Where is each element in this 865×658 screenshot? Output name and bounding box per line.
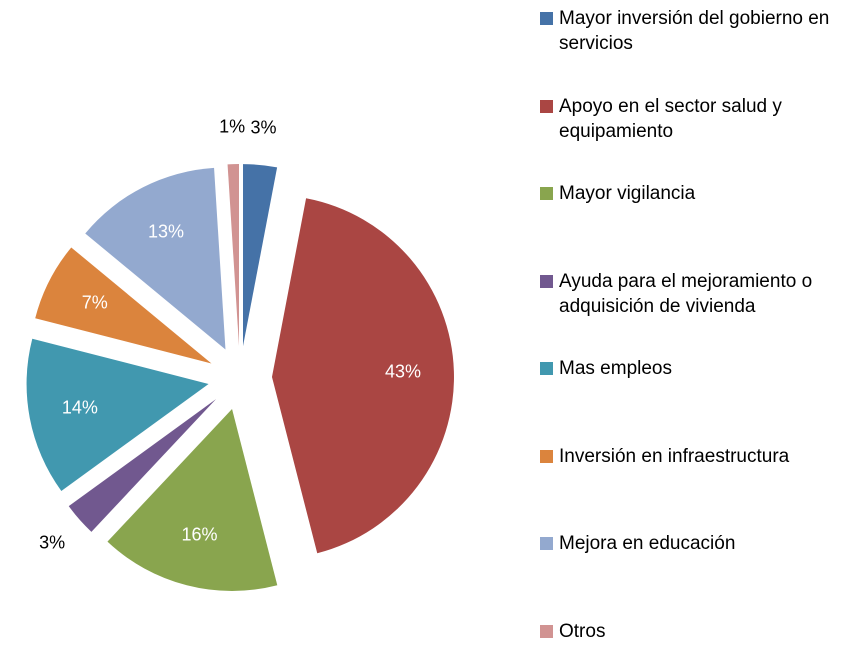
data-label: 7%	[82, 293, 108, 313]
legend-label: Mayor inversión del gobierno en servicio…	[559, 8, 830, 54]
chart: 3% 43% 16% 3% 14% 7% 13% 1%	[26, 116, 454, 591]
legend-swatch	[540, 12, 553, 25]
data-label: 13%	[148, 221, 184, 241]
legend-item: Mejora en educación	[540, 531, 860, 556]
legend-label: Otros	[559, 620, 606, 642]
data-label: 43%	[385, 362, 421, 382]
pie-slice	[85, 167, 226, 350]
legend-swatch	[540, 449, 553, 463]
pie-slice	[26, 338, 209, 491]
legend-swatch	[540, 624, 553, 638]
pie-slice	[35, 247, 212, 364]
legend-item: Mas empleos	[540, 356, 860, 381]
data-label: 14%	[62, 397, 98, 417]
legend-label: Inversión en infraestructura	[559, 445, 790, 467]
legend-label: Apoyo en el sector salud y equipamiento	[559, 95, 782, 142]
legend-label: Mas empleos	[559, 358, 672, 379]
legend-item: Otros	[540, 619, 860, 644]
legend-item: Apoyo en el sector salud y equipamiento	[540, 94, 860, 144]
data-label: 3%	[251, 117, 277, 137]
pie-slice	[68, 399, 216, 532]
legend-swatch	[540, 187, 553, 200]
legend-item: Ayuda para el mejoramiento o adquisición…	[540, 269, 860, 319]
pie-slice	[227, 164, 239, 347]
data-label: 1%	[219, 116, 245, 136]
pie-slice	[271, 198, 454, 554]
legend-item: Inversión en infraestructura	[540, 444, 860, 469]
legend-label: Mejora en educación	[559, 533, 736, 554]
pie-slice	[107, 408, 278, 591]
legend-item: Mayor vigilancia	[540, 181, 860, 206]
legend-item: Mayor inversión del gobierno en servicio…	[540, 6, 860, 56]
legend-swatch	[540, 362, 553, 375]
legend-label: Ayuda para el mejoramiento o adquisición…	[559, 270, 813, 317]
legend-label: Mayor vigilancia	[559, 183, 696, 204]
data-label: 3%	[39, 532, 65, 552]
pie-slice	[243, 164, 278, 347]
legend-swatch	[540, 274, 553, 288]
legend-swatch	[540, 537, 553, 550]
legend-swatch	[540, 99, 553, 113]
data-label: 16%	[181, 525, 217, 545]
